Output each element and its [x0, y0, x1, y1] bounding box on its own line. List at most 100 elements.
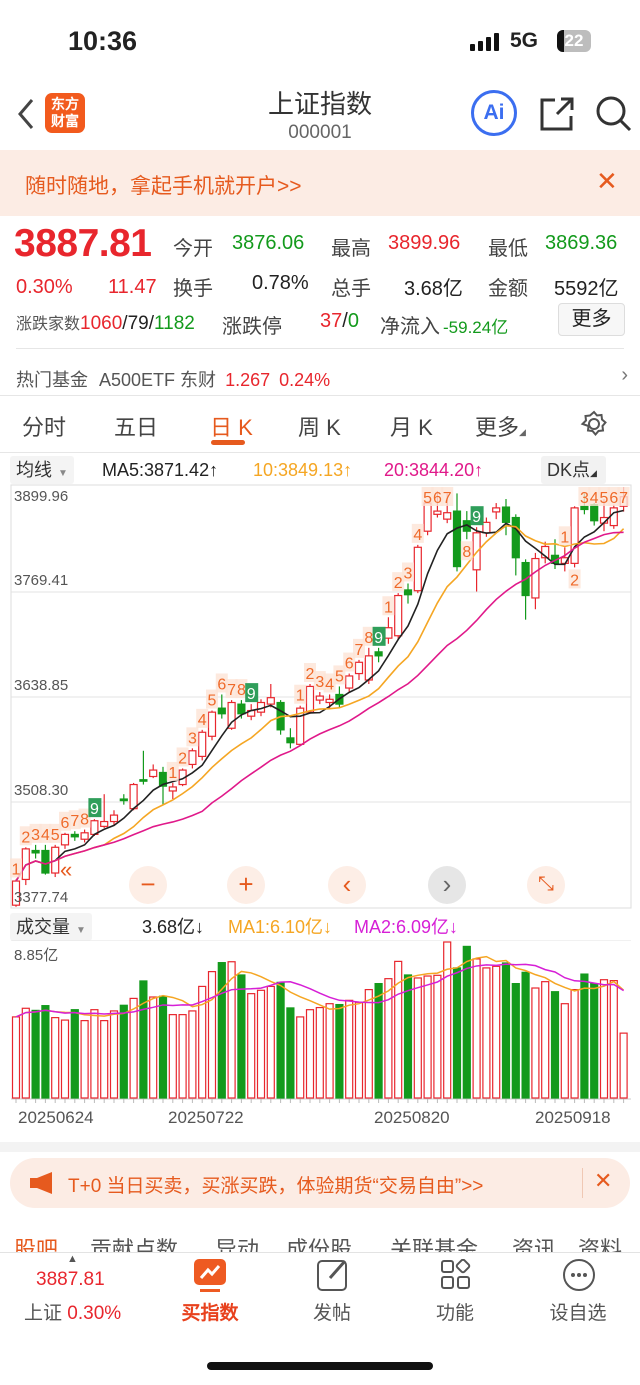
grid-apps-icon: [441, 1259, 471, 1289]
volume-bar: [482, 967, 491, 1099]
candle: [452, 510, 462, 568]
candle: [580, 505, 589, 511]
volume-bar: [217, 962, 226, 1099]
td-marker: 3: [31, 827, 40, 844]
pan-right-button[interactable]: ›: [428, 866, 466, 904]
td-marker-bg: [617, 487, 630, 506]
volume-bar: [511, 982, 520, 1099]
quote-summary[interactable]: ▲ 3887.81 上证 0.30%: [0, 1253, 150, 1333]
td-marker-bg: [470, 506, 484, 526]
subtab-related-funds[interactable]: 关联基金: [390, 1237, 479, 1252]
candle: [492, 507, 501, 513]
divider: [582, 1168, 583, 1198]
subtab-guba[interactable]: 股吧: [14, 1237, 59, 1252]
hot-fund-row[interactable]: 热门基金 A500ETF 东财 1.267 0.24% ›: [16, 364, 628, 392]
dk-point-button[interactable]: DK点◢: [541, 456, 606, 484]
subtab-constituents[interactable]: 成份股: [286, 1237, 353, 1252]
promo-text[interactable]: 随时随地，拿起手机就开户>>: [25, 175, 302, 198]
scroll-left-double-icon[interactable]: «: [60, 857, 73, 882]
pan-left-button[interactable]: ‹: [328, 866, 366, 904]
volume-indicator-select[interactable]: 成交量 ▼: [10, 913, 92, 941]
volume-bar: [335, 1003, 344, 1099]
low-label: 最低: [488, 238, 528, 260]
back-icon[interactable]: [16, 98, 36, 130]
subtab-news[interactable]: 资讯: [512, 1237, 557, 1252]
td-marker: 9: [472, 509, 481, 526]
indicator-select[interactable]: 均线 ▼: [10, 456, 74, 484]
tab-five-day[interactable]: 五日: [114, 415, 159, 440]
td-marker: 5: [600, 490, 609, 507]
close-icon[interactable]: ✕: [594, 1168, 613, 1193]
td-marker: 7: [619, 490, 628, 507]
battery-level: 22: [564, 31, 584, 50]
zoom-in-button[interactable]: +: [227, 866, 265, 904]
ma5-value: MA5:3871.42↑: [102, 460, 219, 480]
td-marker-bg: [186, 727, 199, 747]
volume-bar: [198, 985, 207, 1099]
subtab-movement[interactable]: 异动: [215, 1237, 260, 1252]
candle: [325, 698, 334, 704]
candle: [227, 701, 236, 729]
volume-bar: [403, 974, 413, 1099]
page-title: 上证指数: [267, 89, 372, 119]
divider: [0, 452, 640, 453]
td-marker-bg: [176, 747, 189, 767]
td-marker-bg: [353, 638, 365, 658]
tab-more[interactable]: 更多◢: [475, 415, 526, 440]
candle: [305, 685, 315, 713]
app-logo[interactable]: 东方 财富: [45, 93, 85, 133]
tab-monthly-k[interactable]: 月 K: [390, 415, 433, 440]
candle: [139, 779, 148, 782]
subtab-contribution[interactable]: 贡献点数: [90, 1237, 179, 1252]
limit-value: 37/0: [320, 310, 359, 332]
volume-chart[interactable]: [0, 940, 640, 1105]
candle: [41, 849, 50, 874]
candle: [80, 832, 89, 840]
breadth-down: 1182: [154, 313, 195, 334]
last-price: 3887.81: [14, 222, 152, 265]
futures-ad-banner[interactable]: T+0 当日买卖，买涨买跌，体验期货“交易自由”>> ✕: [10, 1158, 630, 1208]
zoom-out-button[interactable]: −: [129, 866, 167, 904]
change-pct: 0.30%: [16, 276, 73, 298]
td-marker-bg: [29, 823, 42, 843]
candle: [207, 711, 217, 737]
tab-daily-k[interactable]: 日 K: [210, 415, 253, 440]
breadth-up: 1060: [80, 313, 123, 334]
td-marker-bg: [78, 808, 91, 828]
close-icon[interactable]: ✕: [596, 166, 618, 196]
td-marker-bg: [313, 671, 326, 691]
volume-bar: [11, 1016, 21, 1099]
td-marker-bg: [323, 673, 336, 693]
fullscreen-expand-icon[interactable]: ⤡: [527, 866, 565, 904]
compose-icon: [317, 1260, 347, 1291]
promo-banner[interactable]: 随时随地，拿起手机就开户>> ✕: [0, 150, 640, 216]
ad-text[interactable]: T+0 当日买卖，买涨买跌，体验期货“交易自由”>>: [68, 1176, 484, 1197]
settings-gear-icon[interactable]: [580, 410, 608, 438]
volume-bar: [354, 1001, 364, 1099]
td-marker: 8: [462, 544, 471, 561]
search-icon[interactable]: [595, 95, 633, 133]
candle: [423, 502, 432, 532]
more-button[interactable]: 更多: [558, 303, 625, 336]
candle: [413, 546, 422, 592]
tab-intraday[interactable]: 分时: [22, 415, 67, 440]
volume-bar: [374, 982, 383, 1099]
td-marker: 3: [404, 565, 413, 582]
td-marker: 5: [335, 668, 344, 685]
tab-weekly-k[interactable]: 周 K: [298, 415, 341, 440]
date-tick: 20250820: [374, 1108, 450, 1127]
td-marker-bg: [598, 487, 610, 506]
td-marker: 3: [188, 730, 197, 747]
volume-bar: [550, 991, 560, 1099]
share-icon[interactable]: [539, 96, 575, 132]
volume-bar: [541, 981, 550, 1099]
home-indicator[interactable]: [207, 1362, 433, 1370]
td-marker-bg: [558, 526, 571, 546]
td-marker-bg: [333, 665, 346, 685]
subtab-profile[interactable]: 资料: [578, 1237, 623, 1252]
ai-button[interactable]: Ai: [471, 90, 517, 136]
candle: [609, 507, 618, 527]
candle: [531, 557, 540, 599]
td-marker: 4: [413, 527, 422, 544]
